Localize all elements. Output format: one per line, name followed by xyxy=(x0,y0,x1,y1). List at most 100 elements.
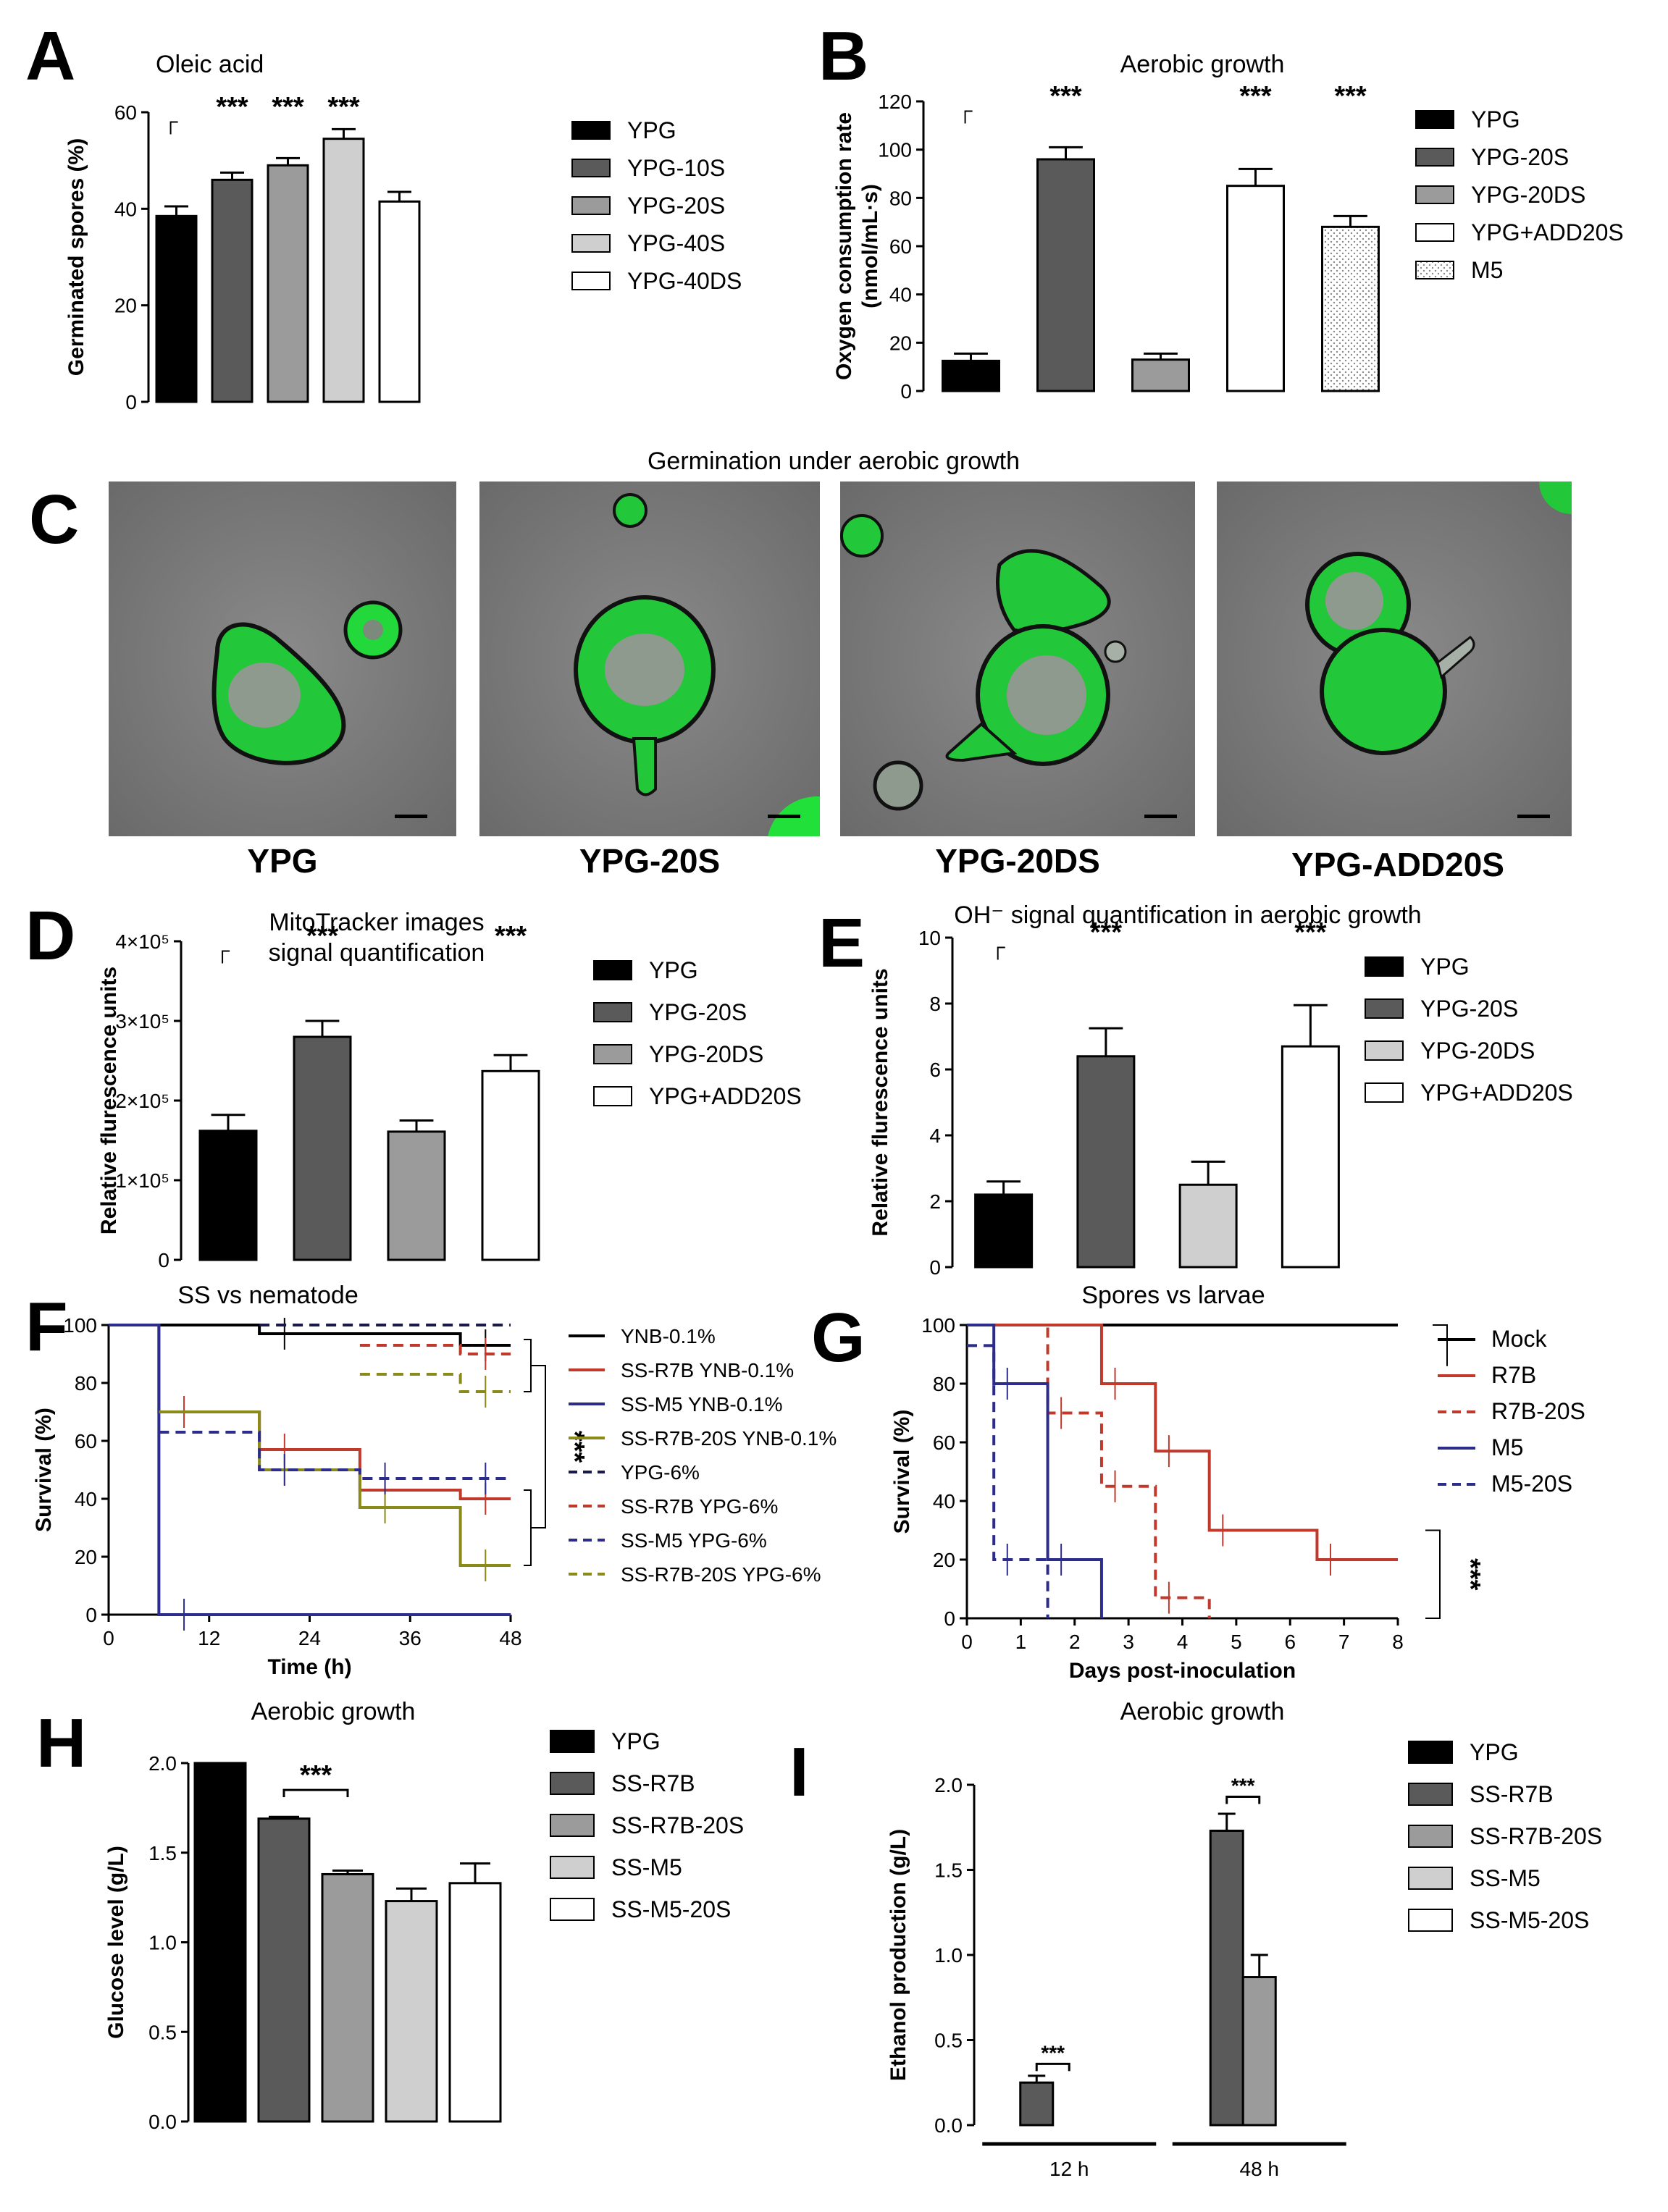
y-tick-label: 1.0 xyxy=(934,1944,963,1967)
significance-stars: *** xyxy=(1239,81,1272,112)
y-tick-label: 0.5 xyxy=(148,2021,177,2043)
legend-swatch xyxy=(1408,1825,1453,1848)
bar-ypg-20ds xyxy=(1178,1183,1238,1269)
bar-m5 xyxy=(1321,225,1380,392)
x-tick-label: 36 xyxy=(399,1627,422,1649)
panel-e-axes: 0 2 4 6 8 10 E OH⁻ signal quantification in aer… xyxy=(818,901,1573,1279)
y-tick-label: 0.0 xyxy=(934,2114,963,2137)
y-tick-label: 100 xyxy=(921,1314,955,1337)
legend-label: R7B-20S xyxy=(1491,1398,1585,1424)
bar-ypg-20ds xyxy=(1131,358,1190,392)
bar-ypg xyxy=(155,214,198,403)
legend-swatch xyxy=(550,1898,595,1921)
legend-label: YPG+ADD20S xyxy=(1420,1080,1573,1106)
bar-ypg-add20s xyxy=(1226,185,1285,392)
legend-label: SS-R7B-20S YNB-0.1% xyxy=(621,1427,837,1450)
x-axis-label: Time (h) xyxy=(267,1655,351,1679)
panel-letter: I xyxy=(789,1733,809,1811)
legend-swatch xyxy=(1365,998,1404,1019)
panel-i-axes: 0.0 0.5 1.0 1.5 2.0 I Aerobic growth Ethanol pr… xyxy=(789,1698,1602,2180)
reference-mark: ┌ xyxy=(215,939,230,964)
significance-bracket xyxy=(531,1365,546,1528)
legend-label: Mock xyxy=(1491,1326,1547,1352)
y-tick-label: 40 xyxy=(933,1490,955,1513)
legend-label: SS-M5-20S xyxy=(611,1896,731,1922)
legend-label: YPG xyxy=(1420,954,1470,980)
x-tick-label: 1 xyxy=(1015,1631,1027,1653)
bar-ypg-10s xyxy=(211,178,253,403)
significance-bracket xyxy=(1425,1529,1441,1619)
bar-ypg-add20s xyxy=(481,1069,540,1261)
significance-stars: *** xyxy=(495,921,527,951)
x-tick-label: 8 xyxy=(1392,1631,1404,1653)
legend-swatch xyxy=(550,1814,595,1837)
legend-swatch xyxy=(593,1044,632,1064)
micrograph-ypg xyxy=(109,481,456,836)
y-tick-label: 4 xyxy=(929,1124,941,1147)
chart-title: Spores vs larvae xyxy=(1081,1282,1265,1309)
significance-stars: *** xyxy=(1090,917,1123,948)
legend-label: YPG-20DS xyxy=(1420,1038,1535,1064)
bar-ypg-40ds xyxy=(378,200,421,403)
micrograph-label-ypg-add20s: YPG-ADD20S xyxy=(1291,846,1504,883)
y-tick-label: 80 xyxy=(75,1372,97,1395)
legend-label: YPG-20DS xyxy=(1471,182,1585,208)
y-axis-label: (nmol/mL·s) xyxy=(858,184,882,308)
panel-a-axes: 0 20 40 60 A Oleic acid Germinated spores (%) ┌… xyxy=(25,17,742,413)
y-axis-label: Relative flurescence units xyxy=(868,968,892,1236)
y-tick-label: 20 xyxy=(75,1546,97,1568)
series-line-r7b xyxy=(967,1324,1398,1561)
y-axis-label: Survival (%) xyxy=(32,1408,56,1532)
legend-label: YPG xyxy=(1470,1739,1519,1765)
legend-label: YNB-0.1% xyxy=(621,1325,716,1347)
legend-label: SS-R7B YNB-0.1% xyxy=(621,1359,794,1382)
bar-ypg xyxy=(198,1130,258,1261)
y-tick-label: 0 xyxy=(85,1604,97,1626)
significance-bracket xyxy=(1225,1795,1261,1804)
legend-label: YPG-40DS xyxy=(627,268,742,294)
y-tick-label: 0 xyxy=(929,1256,941,1279)
chart-title: OH⁻ signal quantification in aerobic gro… xyxy=(954,901,1421,929)
legend-swatch xyxy=(1365,1082,1404,1103)
significance-stars: *** xyxy=(327,92,360,122)
micrograph-label-ypg-20ds: YPG-20DS xyxy=(935,842,1100,880)
group-label: 48 h xyxy=(1240,2158,1280,2180)
legend-label: SS-M5 YNB-0.1% xyxy=(621,1393,783,1416)
legend-label: M5 xyxy=(1471,257,1503,283)
legend-swatch xyxy=(1408,1783,1453,1806)
legend-label: YPG xyxy=(1471,106,1520,133)
panel-letter: F xyxy=(25,1288,68,1366)
y-axis-label: Ethanol production (g/L) xyxy=(887,1829,910,2081)
y-tick-label: 40 xyxy=(114,198,137,220)
y-tick-label: 20 xyxy=(114,295,137,317)
significance-stars: *** xyxy=(1294,917,1327,948)
legend-swatch xyxy=(571,234,611,253)
legend-label: YPG-20S xyxy=(649,999,747,1025)
legend-label: YPG-20S xyxy=(1471,144,1569,170)
chart-title: Oleic acid xyxy=(156,51,264,78)
y-tick-label: 4×10⁵ xyxy=(115,930,169,953)
panel-letter: B xyxy=(818,17,868,95)
legend-label: YPG xyxy=(627,117,676,143)
series-line-ss-m5-ypg-6- xyxy=(159,1431,511,1480)
y-tick-label: 0 xyxy=(158,1249,169,1271)
significance-bracket xyxy=(1433,1324,1448,1366)
y-tick-label: 0 xyxy=(900,380,912,403)
group-label: 12 h xyxy=(1049,2158,1089,2180)
reference-mark: ┌ xyxy=(164,110,178,135)
y-tick-label: 20 xyxy=(933,1549,955,1571)
legend-label: SS-M5 xyxy=(611,1854,682,1880)
micrograph-ypg-20ds xyxy=(840,481,1195,836)
panel-letter: E xyxy=(818,904,865,982)
legend-label: M5 xyxy=(1491,1434,1523,1460)
y-tick-label: 2×10⁵ xyxy=(115,1090,169,1112)
bar-ypg-20ds xyxy=(387,1130,446,1261)
legend-label: YPG+ADD20S xyxy=(1471,219,1624,245)
micrograph-ypg-add20s xyxy=(1217,481,1572,836)
y-tick-label: 60 xyxy=(114,101,137,124)
panel-letter: D xyxy=(25,897,75,975)
bar-ypg xyxy=(193,1762,247,2123)
x-tick-label: 0 xyxy=(961,1631,973,1653)
